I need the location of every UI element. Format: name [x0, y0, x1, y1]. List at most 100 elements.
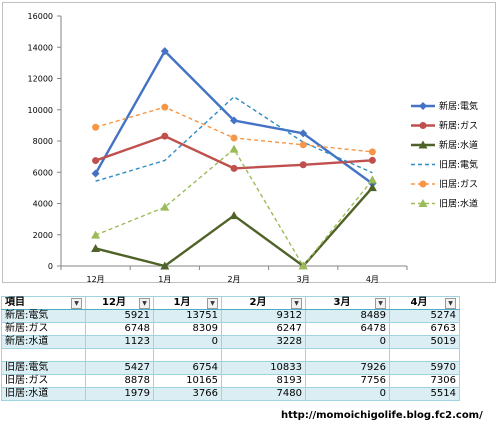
x-tick-label: 12月 [87, 275, 105, 284]
dropdown-arrow-icon[interactable]: ▼ [139, 298, 150, 309]
table-row [1, 348, 460, 362]
legend-label-3: 新居:水道 [439, 139, 478, 151]
row-label-cell[interactable] [1, 348, 86, 362]
data-point-s6-3 [229, 144, 239, 153]
column-header-label: 3月 [333, 297, 351, 308]
value-cell[interactable] [221, 348, 306, 362]
data-point-s6-1 [91, 230, 101, 239]
table-row: 旧居:ガス 8878 10165 8193 7756 7306 [1, 374, 460, 388]
legend-marker-2 [419, 122, 427, 129]
value-cell[interactable]: 0 [305, 335, 390, 349]
dropdown-arrow-icon[interactable]: ▼ [71, 298, 82, 309]
value-cell[interactable]: 7480 [221, 387, 306, 401]
y-tick-label: 6000 [33, 168, 53, 177]
table-row: 新居:ガス 6748 8309 6247 6478 6763 [1, 322, 460, 336]
row-label-cell[interactable]: 旧居:ガス [1, 374, 86, 388]
blog-url: http://momoichigolife.blog.fc2.com/ [281, 410, 483, 421]
value-cell[interactable]: 5970 [389, 361, 460, 375]
value-cell[interactable]: 1979 [85, 387, 154, 401]
legend-label-1: 新居:電気 [439, 100, 478, 112]
value-cell[interactable]: 6478 [305, 322, 390, 336]
line-chart: 0 2000 4000 6000 8000 10000 12000 14000 16000 12月… [28, 12, 479, 284]
value-cell[interactable]: 5427 [85, 361, 154, 375]
value-cell[interactable]: 6247 [221, 322, 306, 336]
value-cell[interactable]: 8193 [221, 374, 306, 388]
value-cell[interactable]: 5921 [85, 309, 154, 323]
value-cell[interactable]: 10165 [153, 374, 222, 388]
chart-area: 0 2000 4000 6000 8000 10000 12000 14000 16000 12月… [2, 2, 496, 284]
legend-label-4: 旧居:電気 [439, 159, 478, 171]
y-tick-label: 0 [48, 262, 53, 271]
value-cell[interactable]: 5019 [389, 335, 460, 349]
value-cell[interactable]: 10833 [221, 361, 306, 375]
value-cell[interactable] [85, 348, 154, 362]
value-cell[interactable]: 7926 [305, 361, 390, 375]
column-header-5[interactable]: 4月 ▼ [389, 296, 460, 310]
x-tick-label: 4月 [366, 275, 379, 284]
y-tick-label: 10000 [28, 106, 53, 115]
dropdown-arrow-icon[interactable]: ▼ [291, 298, 302, 309]
series-line-3 [95, 186, 374, 268]
value-cell[interactable]: 7756 [305, 374, 390, 388]
y-tick-label: 14000 [28, 43, 53, 52]
y-tick-label: 2000 [33, 231, 53, 240]
row-label-cell[interactable]: 新居:電気 [1, 309, 86, 323]
value-cell[interactable]: 7306 [389, 374, 460, 388]
value-cell[interactable] [305, 348, 390, 362]
legend-marker-5 [419, 180, 427, 188]
table-row: 新居:電気 5921 13751 9312 8489 5274 [1, 309, 460, 323]
data-point-s1-3 [230, 116, 238, 125]
column-header-0[interactable]: 項目 ▼ [1, 296, 86, 310]
data-point-s3-2 [160, 261, 170, 270]
value-cell[interactable]: 6748 [85, 322, 154, 336]
value-cell[interactable]: 8489 [305, 309, 390, 323]
value-cell[interactable]: 6754 [153, 361, 222, 375]
dropdown-arrow-icon[interactable]: ▼ [207, 298, 218, 309]
data-point-s1-4 [299, 129, 308, 138]
x-tick-label: 3月 [297, 275, 310, 284]
y-tick-label: 4000 [33, 200, 53, 209]
column-header-1[interactable]: 12月 ▼ [85, 296, 154, 310]
row-label-cell[interactable]: 新居:ガス [1, 322, 86, 336]
x-tick-label: 2月 [227, 275, 240, 284]
legend-label-5: 旧居:ガス [439, 179, 478, 190]
value-cell[interactable]: 3228 [221, 335, 306, 349]
legend-label-2: 新居:ガス [439, 120, 478, 132]
value-cell[interactable]: 0 [305, 387, 390, 401]
value-cell[interactable]: 1123 [85, 335, 154, 349]
data-point-s6-4 [298, 261, 308, 270]
dropdown-arrow-icon[interactable]: ▼ [445, 298, 456, 309]
table-row: 旧居:水道 1979 3766 7480 0 5514 [1, 387, 460, 401]
row-label-cell[interactable]: 新居:水道 [1, 335, 86, 349]
column-header-label: 項目 [5, 297, 25, 308]
value-cell[interactable]: 13751 [153, 309, 222, 323]
value-cell[interactable] [389, 348, 460, 362]
column-header-label: 12月 [102, 297, 126, 308]
y-tick-label: 8000 [33, 137, 53, 146]
y-tick-label: 12000 [28, 75, 53, 84]
column-header-3[interactable]: 2月 ▼ [221, 296, 306, 310]
column-header-2[interactable]: 1月 ▼ [153, 296, 222, 310]
row-label-cell[interactable]: 旧居:水道 [1, 387, 86, 401]
spreadsheet-table-wrapper: 項目 ▼ 12月 ▼ 1月 ▼ 2月 ▼ 3月 ▼ 4月 ▼ 新居:電気 5921 13751 9312 84… [1, 296, 460, 401]
data-point-s2-2 [161, 132, 169, 140]
dropdown-arrow-icon[interactable]: ▼ [375, 298, 386, 309]
value-cell[interactable]: 5514 [389, 387, 460, 401]
legend-marker-6 [418, 199, 428, 207]
row-label-cell[interactable]: 旧居:電気 [1, 361, 86, 375]
value-cell[interactable]: 3766 [153, 387, 222, 401]
value-cell[interactable]: 8309 [153, 322, 222, 336]
column-header-4[interactable]: 3月 ▼ [305, 296, 390, 310]
column-header-label: 1月 [173, 297, 191, 308]
table-header-row: 項目 ▼ 12月 ▼ 1月 ▼ 2月 ▼ 3月 ▼ 4月 ▼ [1, 296, 460, 310]
value-cell[interactable]: 0 [153, 335, 222, 349]
value-cell[interactable]: 9312 [221, 309, 306, 323]
y-tick-label: 16000 [28, 12, 53, 21]
value-cell[interactable]: 6763 [389, 322, 460, 336]
data-point-s2-3 [230, 164, 238, 172]
value-cell[interactable]: 8878 [85, 374, 154, 388]
data-point-s1-2 [160, 47, 169, 56]
data-point-s3-3 [229, 211, 239, 220]
value-cell[interactable]: 5274 [389, 309, 460, 323]
value-cell[interactable] [153, 348, 222, 362]
